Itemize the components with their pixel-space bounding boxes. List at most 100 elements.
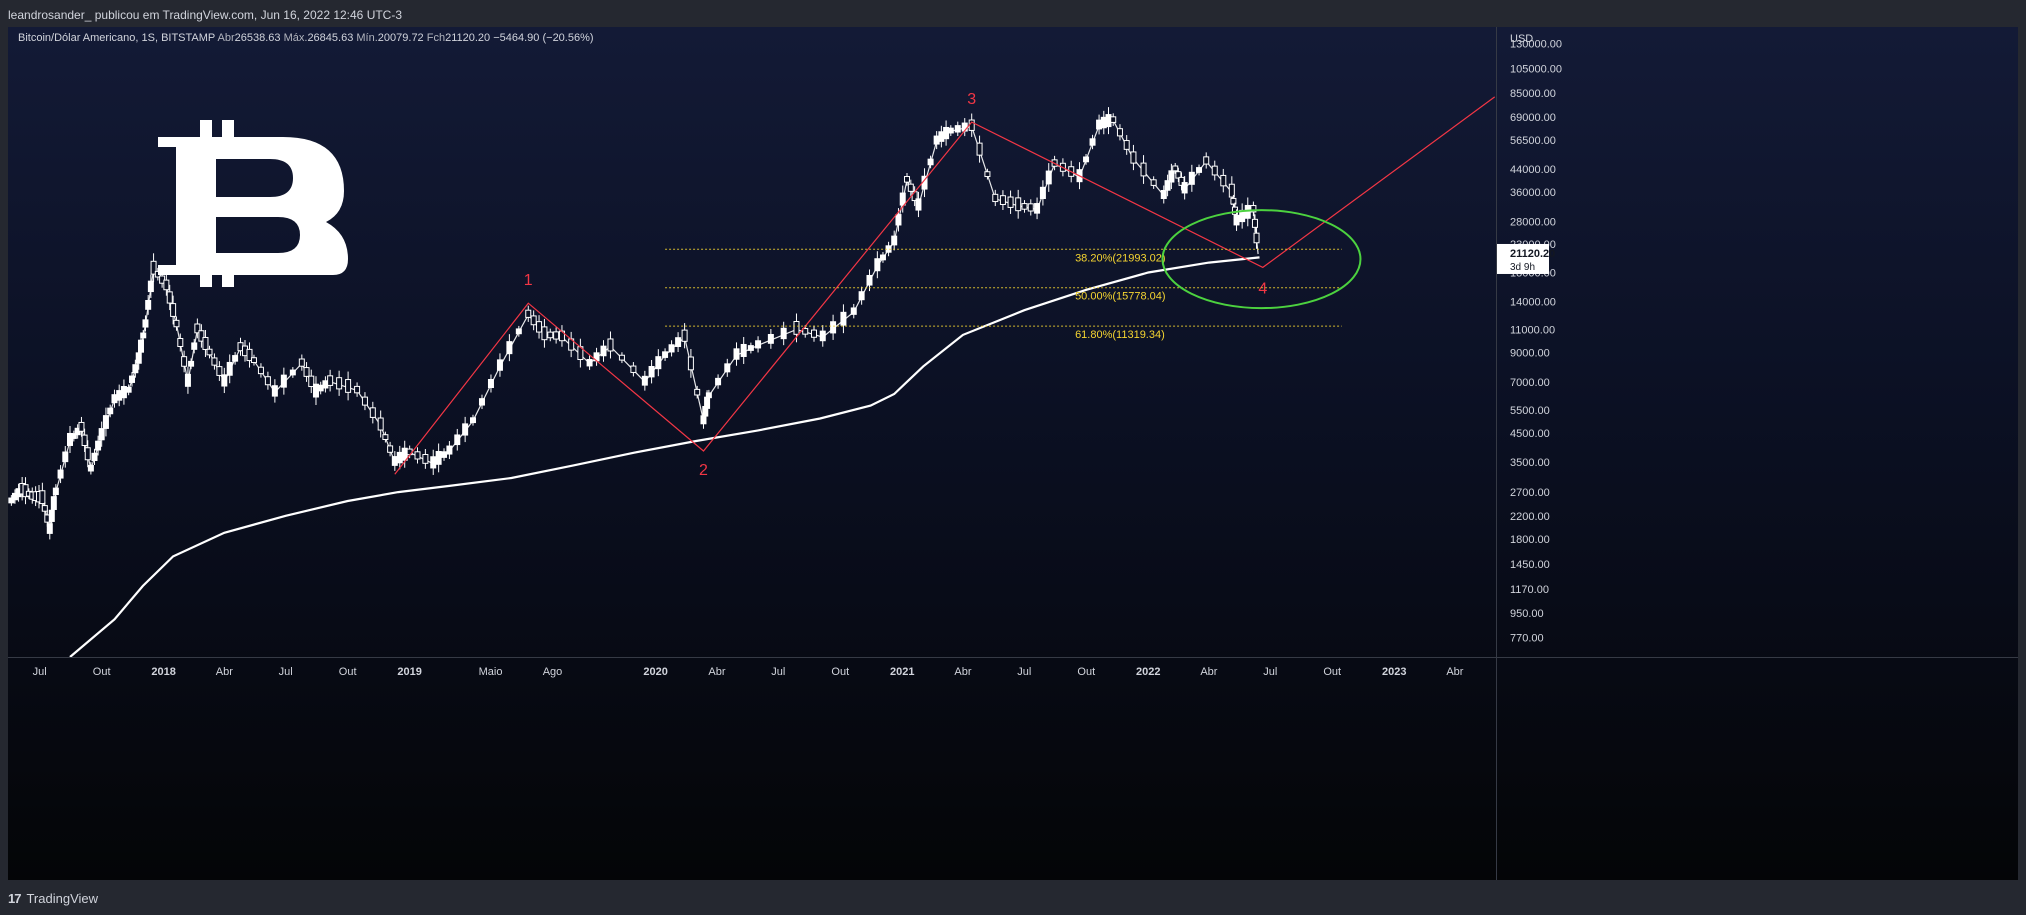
brand-name[interactable]: TradingView <box>26 891 99 906</box>
candle-body <box>1164 180 1171 191</box>
candle-body <box>954 125 961 133</box>
candle-body <box>630 365 637 373</box>
candle-body <box>487 379 494 389</box>
time-tick-label: Out <box>339 666 357 678</box>
countdown-label: 3d 9h <box>1510 262 1535 273</box>
fibonacci-layer: 38.20%(21993.02) 50.00%(15778.04) 61.80%(1… <box>665 248 1342 341</box>
close-label: Fch <box>426 32 446 44</box>
candle-body <box>802 328 809 335</box>
candle-body <box>747 345 754 351</box>
candle-body <box>170 303 177 317</box>
candle-body <box>198 330 205 342</box>
chart-canvas[interactable]: 1 2 3 4 38.20%(21993.02) 50.00%(15778.04) 61.… <box>8 27 2018 880</box>
price-layer <box>8 107 1260 540</box>
time-tick-label: Abr <box>954 666 971 678</box>
candle-body <box>361 396 368 406</box>
candle-body <box>271 385 278 397</box>
candle-body <box>354 385 361 394</box>
candle-body <box>1168 170 1175 183</box>
candle-body <box>216 366 223 376</box>
candle-body <box>662 351 669 358</box>
candle-body <box>793 320 800 335</box>
price-tick-label: 1800.00 <box>1510 534 1550 546</box>
candle-body <box>1228 183 1235 198</box>
candle-body <box>1178 176 1185 186</box>
candle-body <box>740 343 747 357</box>
candle-body <box>81 434 88 446</box>
candle-body <box>681 329 688 342</box>
high-value: 26845.63 <box>307 32 354 44</box>
candle-body <box>1230 197 1237 205</box>
time-tick-label: Out <box>1077 666 1095 678</box>
candle-body <box>202 336 209 350</box>
candle-body <box>1196 167 1203 173</box>
price-tick-label: 950.00 <box>1510 608 1544 620</box>
candle-body <box>470 417 476 424</box>
candle-body <box>536 321 543 333</box>
candle-body <box>1172 165 1179 172</box>
candle-body <box>927 158 934 166</box>
candle-body <box>811 329 817 338</box>
price-tick-label: 11000.00 <box>1510 324 1555 336</box>
candle-body <box>446 445 453 455</box>
candle-body <box>553 331 560 340</box>
close-value: 21120.20 <box>445 32 491 44</box>
candle-body <box>150 260 157 275</box>
candle-body <box>515 328 522 335</box>
wave-label-4: 4 <box>1258 280 1267 297</box>
open-value: 26538.63 <box>234 32 281 44</box>
candle-body <box>907 183 914 192</box>
candle-body <box>715 377 722 386</box>
candle-body <box>387 445 394 453</box>
candle-body <box>336 377 343 390</box>
candle-body <box>655 356 662 370</box>
candle-body <box>1253 232 1260 244</box>
candle-body <box>163 279 170 291</box>
candle-body <box>840 311 847 326</box>
candle-body <box>298 358 305 367</box>
candle-body <box>8 497 15 504</box>
chart-frame[interactable]: 1 2 3 4 38.20%(21993.02) 50.00%(15778.04) 61.… <box>8 27 2018 880</box>
candle-body <box>70 433 77 439</box>
candle-body <box>102 415 109 429</box>
candle-body <box>46 523 53 534</box>
candle-body <box>188 360 195 367</box>
time-tick-label: Abr <box>216 666 233 678</box>
candle-body <box>767 334 774 344</box>
time-axis: Jul Out 2018 Abr Jul Out 2019 Maio Ago 2020 Abr Jul… <box>8 657 2018 678</box>
low-value: 20079.72 <box>377 32 424 44</box>
candle-body <box>206 348 213 356</box>
candle-body <box>999 195 1006 205</box>
symbol-name[interactable]: Bitcoin/Dólar Americano, 1S, BITSTAMP <box>18 32 216 44</box>
candle-body <box>67 432 73 446</box>
candle-body <box>687 356 694 371</box>
candle-body <box>992 193 999 203</box>
candle-body <box>1015 197 1022 212</box>
candle-body <box>52 487 59 496</box>
candle-body <box>694 388 701 396</box>
tradingview-logo-icon[interactable]: 17 <box>8 891 22 906</box>
time-tick-label: Out <box>93 666 111 678</box>
candle-body <box>50 496 57 510</box>
candle-body <box>422 454 429 464</box>
highlight-layer <box>1161 209 1362 310</box>
price-tick-label: 44000.00 <box>1510 164 1556 176</box>
candle-body <box>600 345 607 357</box>
candle-body <box>145 300 152 310</box>
price-tick-label: 69000.00 <box>1510 112 1556 124</box>
price-tick-label: 3500.00 <box>1510 457 1550 469</box>
last-price-label: 21120.20 <box>1510 248 1555 260</box>
candle-body <box>177 338 184 348</box>
candle-body <box>435 451 442 465</box>
candle-body <box>84 447 91 461</box>
candle-body <box>1027 203 1034 212</box>
candle-body <box>541 326 548 341</box>
time-tick-label: Out <box>831 666 849 678</box>
price-tick-label: 14000.00 <box>1510 297 1556 309</box>
candle-body <box>1083 156 1090 163</box>
candle-body <box>858 291 865 301</box>
time-tick-label: Jul <box>33 666 47 678</box>
candle-body <box>780 327 787 340</box>
candle-body <box>1007 196 1014 208</box>
price-tick-label: 28000.00 <box>1510 216 1556 228</box>
